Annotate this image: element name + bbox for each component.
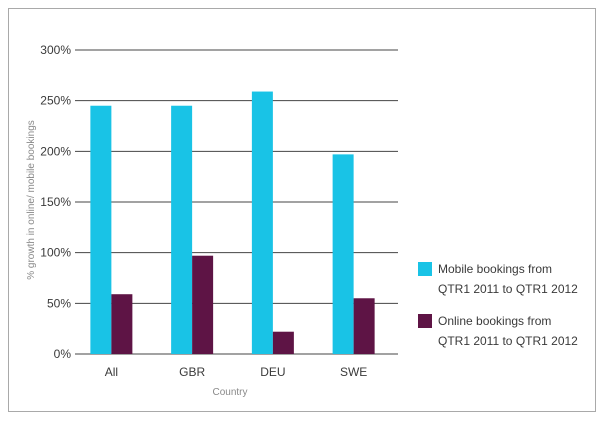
chart-frame <box>8 8 596 412</box>
legend-label: QTR1 2011 to QTR1 2012 <box>438 282 578 296</box>
bar-online-deu <box>272 331 294 354</box>
legend-label: QTR1 2011 to QTR1 2012 <box>438 334 578 348</box>
x-tick-label: DEU <box>260 365 285 379</box>
x-axis-title: Country <box>212 387 247 398</box>
bar-online-all <box>111 294 133 354</box>
bar-mobile-all <box>90 105 112 354</box>
y-tick-label: 50% <box>47 296 71 310</box>
bar-mobile-swe <box>332 154 354 354</box>
legend-label: Mobile bookings from <box>438 262 552 276</box>
y-tick-label: 200% <box>40 144 71 158</box>
x-axis-categories: All GBR DEU SWE <box>105 365 368 379</box>
y-axis-ticks: 0% 50% 100% 150% 200% 250% 300% <box>40 43 71 361</box>
legend-swatch-online <box>418 314 432 328</box>
legend-label: Online bookings from <box>438 314 551 328</box>
x-tick-label: All <box>105 365 118 379</box>
bar-mobile-gbr <box>171 105 193 354</box>
bar-online-swe <box>353 298 375 354</box>
y-tick-label: 250% <box>40 94 71 108</box>
y-tick-label: 100% <box>40 246 71 260</box>
y-axis-title: % growth in online/ mobile bookings <box>26 120 37 280</box>
legend: Mobile bookings from QTR1 2011 to QTR1 20… <box>418 262 578 348</box>
bar-online-gbr <box>192 255 214 354</box>
x-tick-label: SWE <box>340 365 367 379</box>
bar-mobile-deu <box>251 91 273 355</box>
bars <box>90 91 375 355</box>
y-tick-label: 0% <box>54 347 72 361</box>
legend-swatch-mobile <box>418 262 432 276</box>
y-tick-label: 150% <box>40 195 71 209</box>
y-tick-label: 300% <box>40 43 71 57</box>
x-tick-label: GBR <box>179 365 205 379</box>
